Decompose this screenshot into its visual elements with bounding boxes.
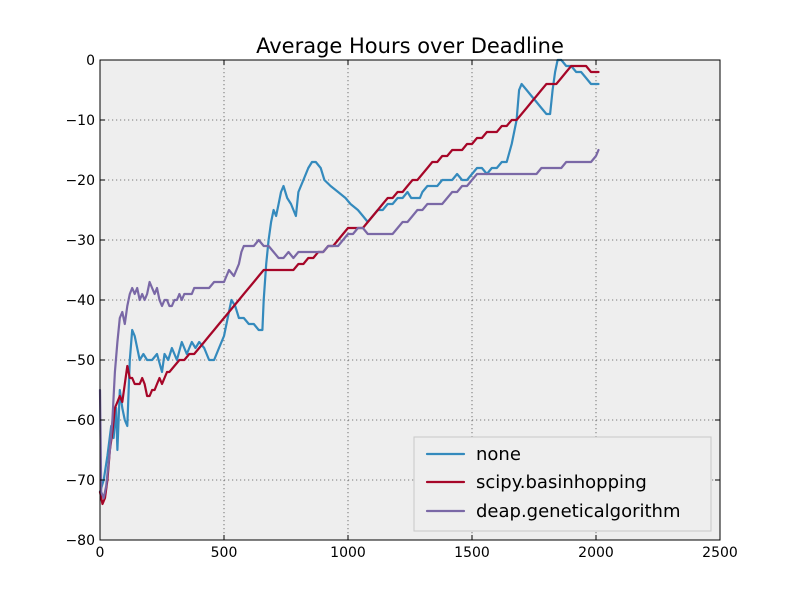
y-tick-label: −70 <box>65 473 95 489</box>
legend-box <box>413 436 712 532</box>
chart-title: Average Hours over Deadline <box>256 34 564 58</box>
axis-ticks: 0 500 1000 1500 2000 2500 0 −10 −20 −30 −40 −50 −60 −… <box>65 53 737 561</box>
x-tick-label: 500 <box>211 545 238 561</box>
x-tick-label: 2000 <box>578 545 614 561</box>
x-tick-label: 2500 <box>702 545 738 561</box>
y-tick-label: −30 <box>65 233 95 249</box>
x-tick-label: 1500 <box>454 545 490 561</box>
legend-label-none: none <box>476 444 521 465</box>
series-line-deap-geneticalgorithm <box>98 148 600 500</box>
y-tick-label: −40 <box>65 293 95 309</box>
legend-label-deap-geneticalgorithm: deap.geneticalgorithm <box>476 501 681 522</box>
series-line-scipy-basinhopping <box>98 64 600 506</box>
legend: none scipy.basinhopping deap.geneticalgo… <box>413 436 712 532</box>
y-tick-label: −60 <box>65 413 95 429</box>
y-tick-label: −20 <box>65 173 95 189</box>
y-tick-label: −10 <box>65 113 95 129</box>
x-tick-label: 0 <box>96 545 105 561</box>
series-lines <box>98 58 600 506</box>
y-tick-label: −80 <box>65 533 95 549</box>
x-tick-label: 1000 <box>330 545 366 561</box>
legend-label-scipy-basinhopping: scipy.basinhopping <box>476 472 647 493</box>
y-tick-label: 0 <box>86 53 95 69</box>
y-tick-label: −50 <box>65 353 95 369</box>
